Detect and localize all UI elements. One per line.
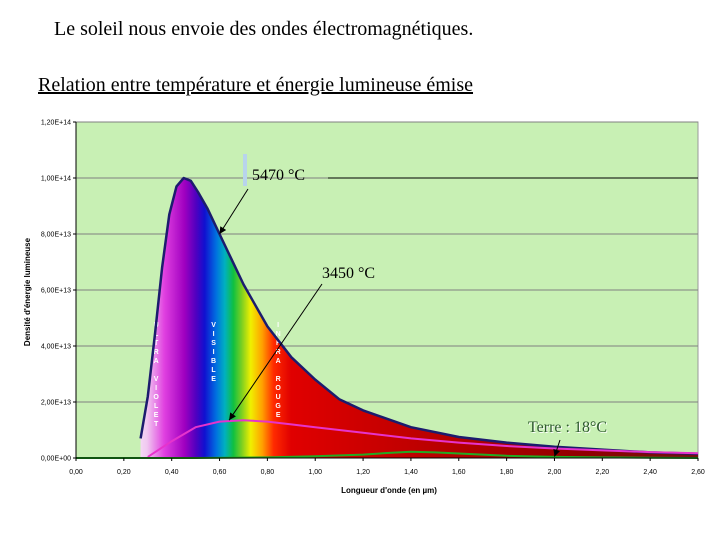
annotation-marker	[243, 154, 247, 186]
y-tick-label: 6,00E+13	[41, 288, 71, 295]
region-label-letter: R	[276, 349, 281, 356]
y-tick-label: 4,00E+13	[41, 344, 71, 351]
region-label-letter: A	[154, 358, 159, 365]
region-label-letter: F	[276, 340, 281, 347]
series-lines	[76, 176, 699, 459]
series-line	[76, 450, 699, 459]
annotation-leader	[228, 283, 323, 421]
series-line	[139, 176, 699, 456]
y-tick-label: 1,20E+14	[41, 120, 71, 127]
region-label-letter: O	[153, 394, 159, 401]
x-tick-label: 2,00	[548, 469, 562, 476]
x-tick-label: 1,20	[356, 469, 370, 476]
region-label-letter: L	[154, 331, 159, 338]
x-tick-label: 2,40	[643, 469, 657, 476]
region-label-letter: L	[154, 403, 159, 410]
region-label-letter: I	[213, 349, 215, 356]
spectrum-fill-area	[140, 178, 699, 458]
region-label-letter: S	[211, 340, 216, 347]
region-label-letter: E	[276, 412, 281, 419]
region-label-letter: U	[276, 394, 281, 401]
y-tick-label: 8,00E+13	[41, 232, 71, 239]
x-tick-label: 0,60	[213, 469, 227, 476]
region-label-letter: I	[277, 322, 279, 329]
region-label-letter: E	[211, 376, 216, 383]
x-tick-label: 2,20	[595, 469, 609, 476]
region-label-letter: V	[211, 322, 216, 329]
chart-subtitle: Relation entre température et énergie lu…	[38, 74, 474, 96]
annotation-label-shadow: Terre : 18°C	[529, 420, 608, 437]
page-title: Le soleil nous envoie des ondes électrom…	[54, 18, 474, 40]
x-tick-label: 0,20	[117, 469, 131, 476]
region-label-letter: T	[154, 340, 159, 347]
annotation-arrow	[553, 448, 560, 457]
region-label-letter: I	[213, 331, 215, 338]
region-label-letter: I	[155, 385, 157, 392]
x-tick-label: 1,00	[308, 469, 322, 476]
y-tick-label: 1,00E+14	[41, 176, 71, 183]
x-tick-label: 0,80	[261, 469, 275, 476]
region-label-letter: O	[275, 385, 281, 392]
y-axis-label: Densité d'énergie lumineuse	[23, 237, 32, 346]
annotation-arrow	[229, 412, 236, 421]
region-label-letter: R	[154, 349, 159, 356]
region-label-letter: L	[211, 367, 216, 374]
region-label-letter: E	[154, 412, 159, 419]
annotation: 5470 °C	[219, 154, 698, 235]
y-tick-label: 2,00E+13	[41, 400, 71, 407]
region-label-letter: N	[276, 331, 281, 338]
series-line	[147, 419, 699, 458]
annotation-arrow	[219, 226, 227, 234]
annotation: 3450 °C	[228, 265, 375, 421]
region-label-letter: V	[154, 376, 159, 383]
y-tick-label: 0,00E+00	[41, 456, 71, 463]
annotation-label: 5470 °C	[252, 167, 305, 184]
region-label-letter: G	[275, 403, 281, 410]
x-tick-label: 0,00	[69, 469, 83, 476]
region-label-letter: R	[276, 376, 281, 383]
x-tick-label: 0,40	[165, 469, 179, 476]
region-label-letter: T	[154, 421, 159, 428]
annotation-label: 3450 °C	[322, 265, 375, 282]
region-label-letter: B	[211, 358, 216, 365]
x-tick-label: 2,60	[691, 469, 705, 476]
region-label-letter: A	[276, 358, 281, 365]
x-axis-label: Longueur d'onde (en µm)	[341, 486, 437, 495]
x-tick-label: 1,60	[452, 469, 466, 476]
axes: 0,00E+00 2,00E+13 4,00E+13 6,00E+13 8,00E+13…	[23, 120, 705, 496]
annotation-label: Terre : 18°C	[528, 419, 607, 436]
annotation-leader	[219, 188, 249, 235]
x-tick-label: 1,40	[404, 469, 418, 476]
x-tick-label: 1,80	[500, 469, 514, 476]
